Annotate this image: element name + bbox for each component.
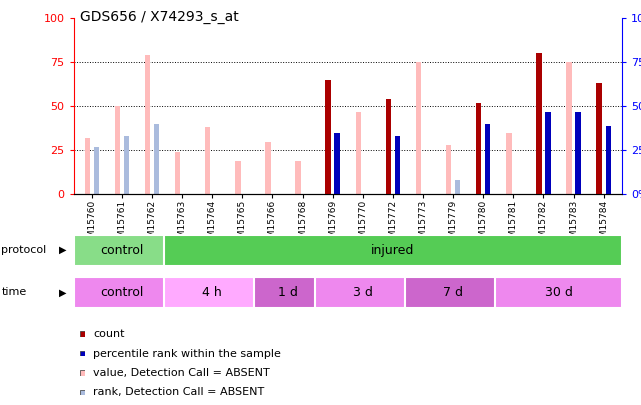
Text: 4 h: 4 h	[203, 286, 222, 299]
Bar	[145, 55, 150, 194]
Bar	[576, 112, 581, 194]
Bar	[495, 277, 622, 308]
Bar	[395, 136, 400, 194]
Bar	[164, 277, 260, 308]
Bar	[416, 62, 421, 194]
Text: value, Detection Call = ABSENT: value, Detection Call = ABSENT	[93, 368, 270, 378]
Bar	[506, 133, 512, 194]
Bar	[74, 234, 170, 266]
Bar	[124, 136, 129, 194]
Text: count: count	[93, 329, 124, 339]
Bar	[254, 277, 320, 308]
Bar	[335, 133, 340, 194]
Bar	[85, 138, 90, 194]
Bar	[606, 126, 611, 194]
Text: 3 d: 3 d	[353, 286, 372, 299]
Bar	[455, 180, 460, 194]
Bar	[537, 53, 542, 194]
Bar	[356, 112, 361, 194]
Text: control: control	[100, 243, 144, 257]
Bar	[446, 145, 451, 194]
Bar	[386, 99, 391, 194]
Bar	[205, 128, 210, 194]
Bar	[175, 152, 180, 194]
Text: rank, Detection Call = ABSENT: rank, Detection Call = ABSENT	[93, 388, 264, 397]
Bar	[115, 107, 120, 194]
Bar	[265, 142, 271, 194]
Text: ▶: ▶	[59, 288, 67, 297]
Text: 30 d: 30 d	[545, 286, 572, 299]
Bar	[235, 161, 240, 194]
Bar	[597, 83, 602, 194]
Text: percentile rank within the sample: percentile rank within the sample	[93, 349, 281, 358]
Text: 7 d: 7 d	[443, 286, 463, 299]
Text: ▶: ▶	[59, 245, 67, 255]
Bar	[326, 80, 331, 194]
Bar	[315, 277, 411, 308]
Bar	[476, 103, 481, 194]
Bar	[545, 112, 551, 194]
Bar	[567, 62, 572, 194]
Text: control: control	[100, 286, 144, 299]
Text: injured: injured	[371, 243, 415, 257]
Bar	[485, 124, 490, 194]
Bar	[154, 124, 159, 194]
Bar	[74, 277, 170, 308]
Text: GDS656 / X74293_s_at: GDS656 / X74293_s_at	[80, 10, 239, 24]
Text: time: time	[1, 288, 26, 297]
Bar	[296, 161, 301, 194]
Bar	[94, 147, 99, 194]
Bar	[164, 234, 622, 266]
Text: protocol: protocol	[1, 245, 47, 255]
Bar	[485, 149, 490, 194]
Text: 1 d: 1 d	[278, 286, 297, 299]
Bar	[405, 277, 501, 308]
